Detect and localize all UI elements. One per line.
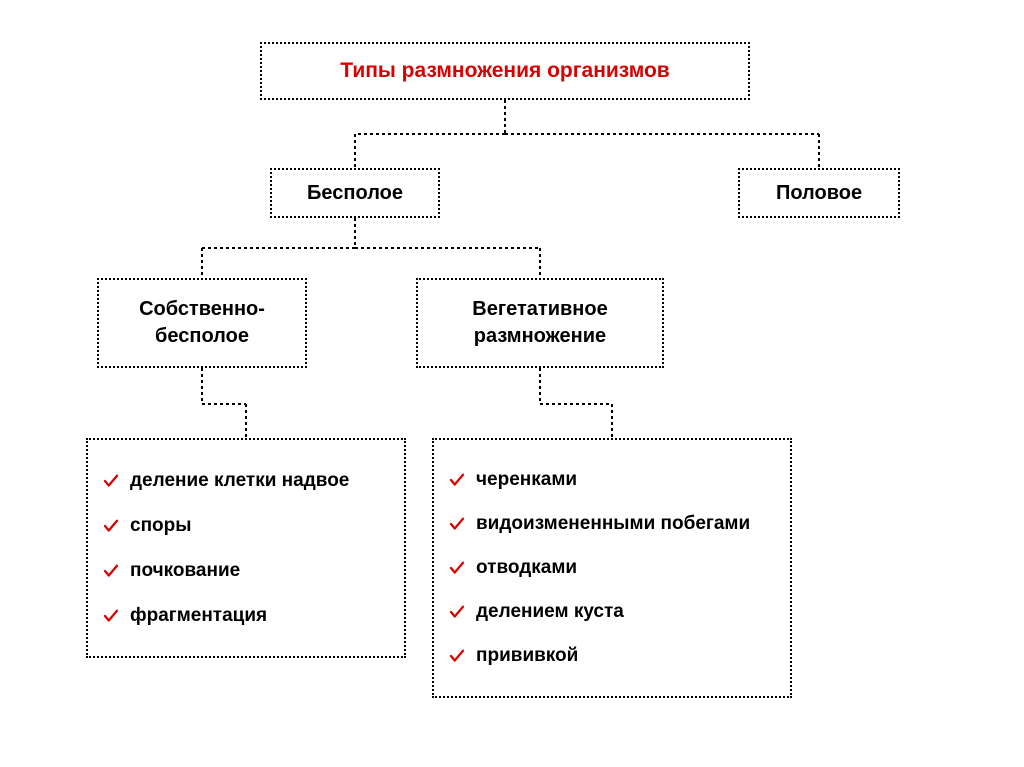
list-item-label: отводками xyxy=(476,557,577,579)
list-item: черенками xyxy=(448,469,776,491)
list-item: споры xyxy=(102,515,390,537)
list-item-label: почкование xyxy=(130,560,240,582)
node-root: Типы размножения организмов xyxy=(260,42,750,100)
check-icon xyxy=(448,603,466,621)
check-icon xyxy=(448,471,466,489)
check-icon xyxy=(448,515,466,533)
check-icon xyxy=(102,562,120,580)
list-item: фрагментация xyxy=(102,605,390,627)
node-proper_asexual-label: Собственно- бесполое xyxy=(139,296,265,350)
list-item: прививкой xyxy=(448,645,776,667)
list-item: отводками xyxy=(448,557,776,579)
leaf-proper_list: деление клетки надвое споры почкование фраг… xyxy=(86,438,406,658)
list-item-label: споры xyxy=(130,515,191,537)
list-item: почкование xyxy=(102,560,390,582)
list-item-label: прививкой xyxy=(476,645,578,667)
list-item-label: фрагментация xyxy=(130,605,267,627)
list-item: деление клетки надвое xyxy=(102,470,390,492)
check-icon xyxy=(448,647,466,665)
node-proper_asexual: Собственно- бесполое xyxy=(97,278,307,368)
node-vegetative-label: Вегетативное размножение xyxy=(472,296,607,350)
node-asexual-label: Бесполое xyxy=(307,180,403,207)
check-icon xyxy=(102,472,120,490)
list-item-label: черенками xyxy=(476,469,577,491)
leaf-vegetative_list: черенками видоизмененными побегами отводка… xyxy=(432,438,792,698)
list-item: делением куста xyxy=(448,601,776,623)
node-sexual-label: Половое xyxy=(776,180,862,207)
list-item-label: делением куста xyxy=(476,601,624,623)
node-asexual: Бесполое xyxy=(270,168,440,218)
node-vegetative: Вегетативное размножение xyxy=(416,278,664,368)
list-item-label: деление клетки надвое xyxy=(130,470,349,492)
list-item: видоизмененными побегами xyxy=(448,513,776,535)
list-item-label: видоизмененными побегами xyxy=(476,513,750,535)
node-root-label: Типы размножения организмов xyxy=(340,57,669,85)
check-icon xyxy=(102,607,120,625)
node-sexual: Половое xyxy=(738,168,900,218)
check-icon xyxy=(448,559,466,577)
check-icon xyxy=(102,517,120,535)
